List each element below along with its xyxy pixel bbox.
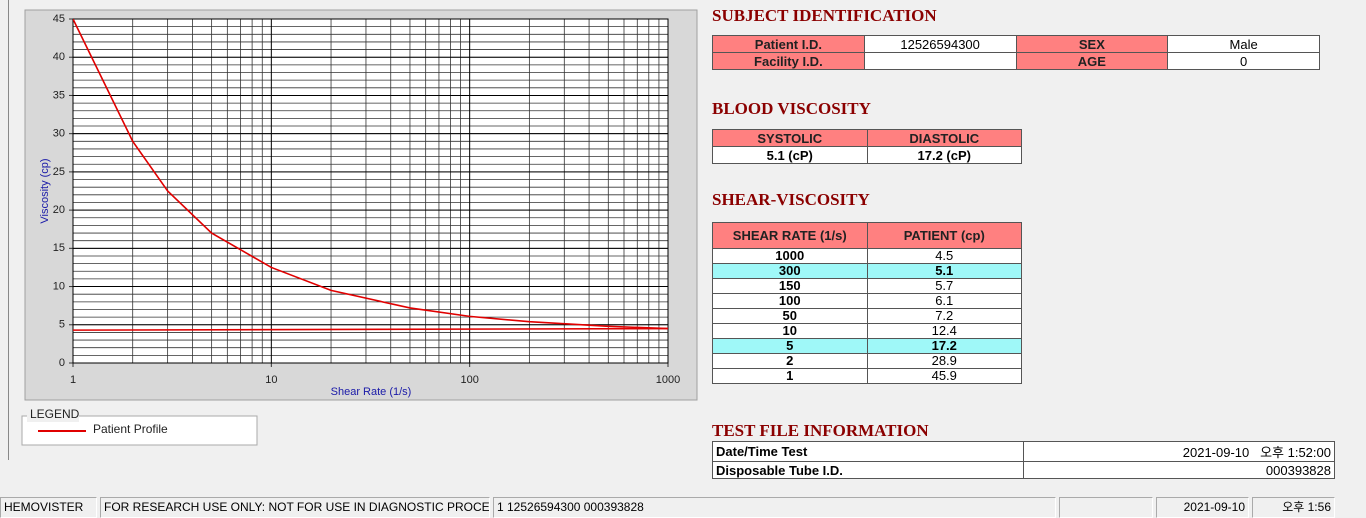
- status-cell: HEMOVISTER: [0, 497, 97, 518]
- table-row: Facility I.D. AGE 0: [712, 52, 1320, 70]
- table-row: Patient I.D. 12526594300 SEX Male: [712, 35, 1320, 53]
- label-cell: Facility I.D.: [712, 52, 865, 70]
- status-cell: 2021-09-10: [1156, 497, 1249, 518]
- shear-rate-cell: 150: [712, 278, 868, 294]
- window-border: [8, 0, 9, 460]
- x-tick-label: 10: [265, 374, 277, 386]
- header-cell: SYSTOLIC: [712, 129, 868, 147]
- value-row: 5.1 (cP) 17.2 (cP): [712, 146, 1022, 164]
- table-row: 100 6.1: [712, 293, 1022, 309]
- blood-table: SYSTOLIC DIASTOLIC 5.1 (cP) 17.2 (cP): [712, 129, 1022, 164]
- status-cell: 오후 1:56: [1252, 497, 1335, 518]
- x-tick-label: 1: [70, 374, 76, 386]
- shear-rate-cell: 2: [712, 353, 868, 369]
- viscosity-cell: 17.2: [866, 338, 1022, 354]
- shear-rate-cell: 1: [712, 368, 868, 384]
- data-line: [73, 327, 668, 331]
- viscosity-cell: 7.2: [866, 308, 1022, 324]
- table-row: 1000 4.5: [712, 248, 1022, 264]
- viscosity-cell: 5.7: [866, 278, 1022, 294]
- table-row: 1 45.9: [712, 368, 1022, 384]
- label-cell: Date/Time Test: [712, 441, 1024, 462]
- value-cell: 0: [1167, 52, 1320, 70]
- viscosity-cell: 28.9: [866, 353, 1022, 369]
- status-cell: 1 12526594300 000393828: [493, 497, 1056, 518]
- label-cell: AGE: [1015, 52, 1169, 70]
- label-cell: Disposable Tube I.D.: [712, 461, 1024, 479]
- legend-title-bg: [27, 409, 79, 422]
- plot-frame: [72, 18, 669, 364]
- legend-title: LEGEND: [30, 407, 80, 421]
- test-file-table: Date/Time Test 2021-09-10 오후 1:52:00 Dispo…: [712, 441, 1335, 479]
- viscosity-cell: 4.5: [866, 248, 1022, 264]
- y-tick-label: 10: [53, 280, 65, 292]
- status-cell: [1059, 497, 1153, 518]
- table-row: 300 5.1: [712, 263, 1022, 279]
- plot-area: [73, 19, 668, 363]
- y-tick-label: 35: [53, 89, 65, 101]
- shear-rate-cell: 10: [712, 323, 868, 339]
- y-tick-label: 15: [53, 242, 65, 254]
- x-axis-label: Shear Rate (1/s): [331, 386, 412, 398]
- legend-label: Patient Profile: [93, 422, 168, 436]
- viscosity-cell: 45.9: [866, 368, 1022, 384]
- shear-rate-cell: 50: [712, 308, 868, 324]
- header-cell: DIASTOLIC: [866, 129, 1022, 147]
- header-cell: SHEAR RATE (1/s): [712, 222, 868, 249]
- value-cell: 12526594300: [863, 35, 1017, 53]
- viscosity-cell: 6.1: [866, 293, 1022, 309]
- y-tick-label: 25: [53, 166, 65, 178]
- y-axis-label: Viscosity (cp): [39, 158, 51, 223]
- y-tick-label: 40: [53, 51, 65, 63]
- status-cell: FOR RESEARCH USE ONLY: NOT FOR USE IN DI…: [100, 497, 490, 518]
- y-tick-label: 5: [59, 319, 65, 331]
- header-cell: PATIENT (cp): [866, 222, 1022, 249]
- y-tick-label: 0: [59, 357, 65, 369]
- shear-rate-cell: 300: [712, 263, 868, 279]
- x-tick-label: 100: [460, 374, 478, 386]
- section-title: SHEAR-VISCOSITY: [712, 190, 870, 209]
- shear-table: SHEAR RATE (1/s) PATIENT (cp) 1000 4.5 300 5.…: [712, 222, 1022, 384]
- viscosity-cell: 12.4: [866, 323, 1022, 339]
- section-title: SUBJECT IDENTIFICATION: [712, 6, 937, 25]
- section-title: TEST FILE INFORMATION: [712, 421, 929, 440]
- subject-table: Patient I.D. 12526594300 SEX Male Facility I…: [712, 35, 1320, 70]
- shear-rate-cell: 5: [712, 338, 868, 354]
- data-line: [73, 19, 668, 330]
- value-cell: 2021-09-10 오후 1:52:00: [1023, 441, 1335, 462]
- table-row: 2 28.9: [712, 353, 1022, 369]
- y-tick-label: 20: [53, 204, 65, 216]
- table-row: 150 5.7: [712, 278, 1022, 294]
- table-row: 10 12.4: [712, 323, 1022, 339]
- y-tick-label: 45: [53, 13, 65, 25]
- value-cell: [863, 52, 1017, 70]
- y-tick-label: 30: [53, 128, 65, 140]
- value-cell: 17.2 (cP): [866, 146, 1022, 164]
- table-row: 50 7.2: [712, 308, 1022, 324]
- label-cell: SEX: [1015, 35, 1169, 53]
- value-cell: Male: [1167, 35, 1320, 53]
- shear-rate-cell: 1000: [712, 248, 868, 264]
- value-cell: 5.1 (cP): [712, 146, 868, 164]
- shear-rate-cell: 100: [712, 293, 868, 309]
- table-row: 5 17.2: [712, 338, 1022, 354]
- table-row: Disposable Tube I.D. 000393828: [712, 461, 1335, 479]
- header-row: SHEAR RATE (1/s) PATIENT (cp): [712, 222, 1022, 249]
- viscosity-cell: 5.1: [866, 263, 1022, 279]
- x-tick-label: 1000: [656, 374, 680, 386]
- status-bar: HEMOVISTER FOR RESEARCH USE ONLY: NOT FOR…: [0, 497, 1366, 518]
- value-cell: 000393828: [1023, 461, 1335, 479]
- header-row: SYSTOLIC DIASTOLIC: [712, 129, 1022, 147]
- chart: Viscosity (cp) Shear Rate (1/s) LEGEND 0…: [8, 0, 698, 460]
- section-title: BLOOD VISCOSITY: [712, 99, 871, 118]
- table-row: Date/Time Test 2021-09-10 오후 1:52:00: [712, 441, 1335, 462]
- label-cell: Patient I.D.: [712, 35, 865, 53]
